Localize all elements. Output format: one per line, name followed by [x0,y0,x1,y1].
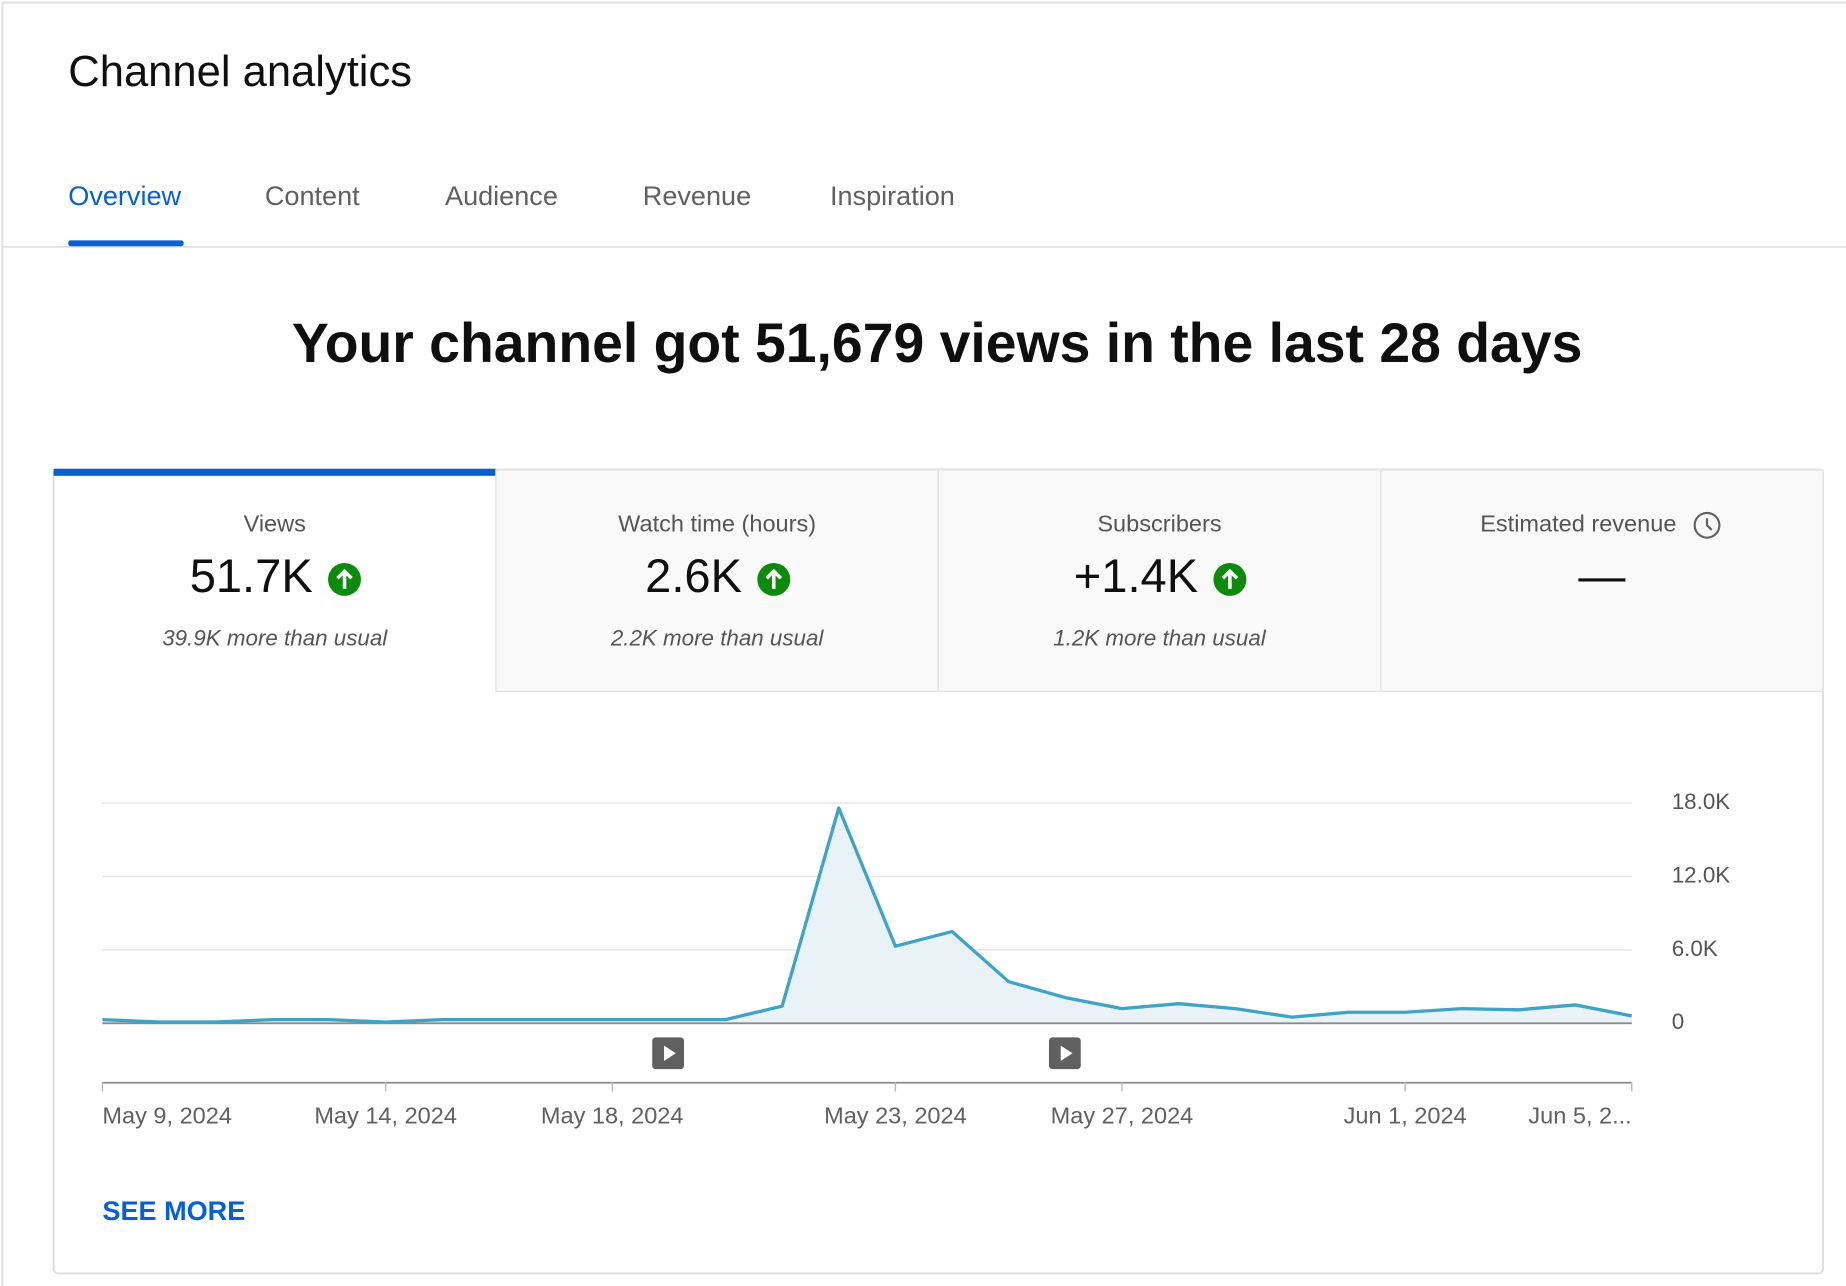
views-chart: 0 6.0K 12.0K 18.0K May 9, 2024 May 14, 2024 Ma… [101,789,1731,1129]
active-metric-bar [53,468,496,476]
active-tab-underline [68,240,184,247]
x-tick-label: May 23, 2024 [824,1103,967,1129]
x-tick-label: May 18, 2024 [541,1103,684,1129]
metric-tab[interactable]: Watch time (hours) 2.6K 2.2K more than usu… [495,469,940,692]
x-tick-label: Jun 5, 2... [1528,1103,1631,1129]
metric-tab-bg [495,469,940,692]
metric-label: Views [244,510,306,536]
metric-note: 39.9K more than usual [162,625,388,650]
metric-value: 2.6K [645,549,742,602]
line [102,806,1633,1024]
tab[interactable]: Revenue [643,180,751,211]
metric-label: Estimated revenue [1480,510,1676,536]
metric-label: Subscribers [1097,510,1221,536]
video-marker[interactable] [652,1037,685,1070]
tab[interactable]: Overview [68,180,181,211]
y-tick-label: 18.0K [1672,789,1731,814]
trend-up-arrow [1221,568,1239,589]
tab-bar: Overview Content Audience Revenue Inspiratio… [68,180,955,211]
clock-icon [1693,511,1721,539]
metric-value: 51.7K [190,549,313,602]
metric-value: +1.4K [1074,549,1198,602]
y-tick-label: 0 [1672,1009,1684,1034]
video-marker[interactable] [1048,1037,1081,1070]
metric-tabs: Views 51.7K 39.9K more than usual Watch tim… [53,468,1824,692]
metric-note: 1.2K more than usual [1053,625,1267,650]
area [102,808,1632,1024]
metric-value: — [1578,549,1626,602]
x-tick-label: Jun 1, 2024 [1344,1103,1467,1129]
metric-note: 2.2K more than usual [610,625,825,650]
clock-hands [1705,518,1713,531]
trend-up-arrow [765,568,783,589]
metric-tab[interactable]: Estimated revenue — [1379,469,1824,692]
metric-tab-bg [937,469,1382,692]
y-tick-label: 6.0K [1672,936,1718,961]
metric-tab-bg [1379,469,1824,692]
tab[interactable]: Content [265,180,360,211]
see-more-link[interactable]: SEE MORE [102,1195,245,1226]
metric-label: Watch time (hours) [618,510,816,536]
x-tick-label: May 14, 2024 [314,1103,457,1129]
trend-up-arrow [336,568,353,589]
tab[interactable]: Inspiration [830,180,955,211]
x-tick-label: May 27, 2024 [1051,1103,1194,1129]
y-tick-label: 12.0K [1672,862,1731,887]
metric-tab[interactable]: Views 51.7K 39.9K more than usual [53,468,496,651]
tab[interactable]: Audience [445,180,558,211]
page-title: Channel analytics [68,48,412,96]
metric-tab[interactable]: Subscribers +1.4K 1.2K more than usual [937,469,1382,692]
x-tick-label: May 9, 2024 [102,1103,232,1129]
headline: Your channel got 51,679 views in the las… [292,312,1582,374]
